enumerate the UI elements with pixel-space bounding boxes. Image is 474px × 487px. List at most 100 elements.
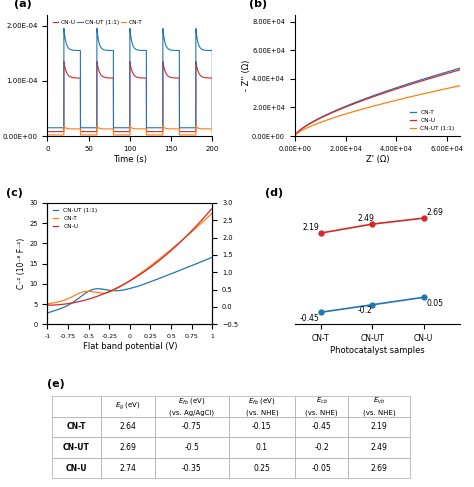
CN-T [352,100,358,106]
Text: -0.2: -0.2 [314,443,329,451]
Bar [101,416,155,436]
Text: CN-UT: CN-UT [63,443,90,451]
CN-T [428,74,434,79]
CN-U [149,129,155,134]
X-axis label: Photocatalyst samples: Photocatalyst samples [330,346,425,355]
CN-UT (1:1) [352,108,358,114]
CN-T [119,282,125,288]
CN-T [155,258,160,263]
CN-U [87,296,92,301]
CN-U [176,75,182,81]
CN-T [149,132,155,138]
CN-UT (1:1) [142,281,147,287]
CN-U [457,67,463,73]
CN-U [142,268,147,274]
CN-T [53,132,58,138]
Text: CN-T: CN-T [66,422,86,431]
Bar [348,395,410,416]
CN-T [104,126,110,132]
CN-U [333,108,338,114]
Line: CN-T: CN-T [295,68,460,136]
CN-U [61,58,67,64]
Bar [229,436,295,458]
Text: -0.05: -0.05 [312,464,331,472]
Text: -0.75: -0.75 [182,422,201,431]
CN-T [167,126,173,132]
Legend: CN-U, CN-UT (1:1), CN-T: CN-U, CN-UT (1:1), CN-T [50,18,144,27]
Text: (d): (d) [265,187,283,198]
CN-T [176,126,182,132]
Bar [52,416,101,436]
CN-T [45,132,50,138]
Y-axis label: - Z'' (Ω): - Z'' (Ω) [242,59,251,91]
Text: -0.5: -0.5 [184,443,199,451]
Text: 2.64: 2.64 [119,422,136,431]
CN-UT (1:1) [142,48,148,54]
CN-UT (1:1) [119,287,125,293]
CN-T [61,123,67,129]
CN-U [45,129,50,134]
Bar [101,436,155,458]
CN-UT (1:1) [457,83,463,89]
CN-U [45,302,50,308]
CN-UT (1:1) [340,112,346,118]
Text: (c): (c) [6,187,23,198]
CN-UT (1:1) [176,48,182,54]
CN-U [104,75,110,81]
Bar [155,395,229,416]
Line: CN-U: CN-U [47,208,212,305]
CN-U [119,282,125,288]
CN-T [210,210,215,216]
CN-UT (1:1) [155,276,160,282]
Bar [155,436,229,458]
Bar [229,458,295,479]
CN-UT (1:1) [53,125,58,131]
Text: $E_{cb}$: $E_{cb}$ [316,395,328,406]
Text: 2.69: 2.69 [119,443,136,451]
CN-T [87,288,92,294]
Bar [348,458,410,479]
Line: CN-T: CN-T [47,126,212,135]
Line: CN-T: CN-T [47,213,212,304]
Bar [52,436,101,458]
CN-U [352,100,358,106]
CN-U [400,84,406,90]
Text: 0.1: 0.1 [256,443,268,451]
Legend: CN-UT (1:1), CN-T, CN-U: CN-UT (1:1), CN-T, CN-U [50,206,100,231]
CN-T [333,108,338,113]
X-axis label: Flat band potential (V): Flat band potential (V) [82,342,177,351]
CN-T [142,267,147,273]
Text: 2.74: 2.74 [119,464,136,472]
Line: CN-U: CN-U [47,61,212,131]
Bar [155,416,229,436]
CN-UT (1:1) [45,310,50,316]
CN-U [340,105,346,111]
CN-UT (1:1) [167,47,173,53]
CN-T [45,301,50,307]
Y-axis label: C⁻² (10⁻⁸ F⁻²): C⁻² (10⁻⁸ F⁻²) [18,238,27,289]
Bar [295,416,348,436]
Bar [101,458,155,479]
CN-T [74,292,80,298]
CN-UT (1:1) [149,125,155,131]
CN-T [142,126,148,132]
X-axis label: Z' (Ω): Z' (Ω) [365,154,389,164]
Text: -0.15: -0.15 [252,422,272,431]
CN-UT (1:1) [210,125,215,131]
Text: 0.05: 0.05 [426,299,443,308]
CN-UT (1:1) [398,96,404,102]
Line: CN-U: CN-U [295,70,460,136]
Bar [229,395,295,416]
CN-U [292,133,298,139]
CN-UT (1:1) [292,133,298,139]
Line: CN-UT (1:1): CN-UT (1:1) [295,86,460,136]
CN-UT (1:1) [333,114,338,120]
CN-UT (1:1) [87,288,92,294]
Text: CN-U: CN-U [65,464,87,472]
Bar [52,395,101,416]
Text: -0.35: -0.35 [182,464,201,472]
CN-U [155,259,160,265]
CN-T [340,105,346,111]
CN-U [428,75,434,81]
CN-U [167,74,173,80]
